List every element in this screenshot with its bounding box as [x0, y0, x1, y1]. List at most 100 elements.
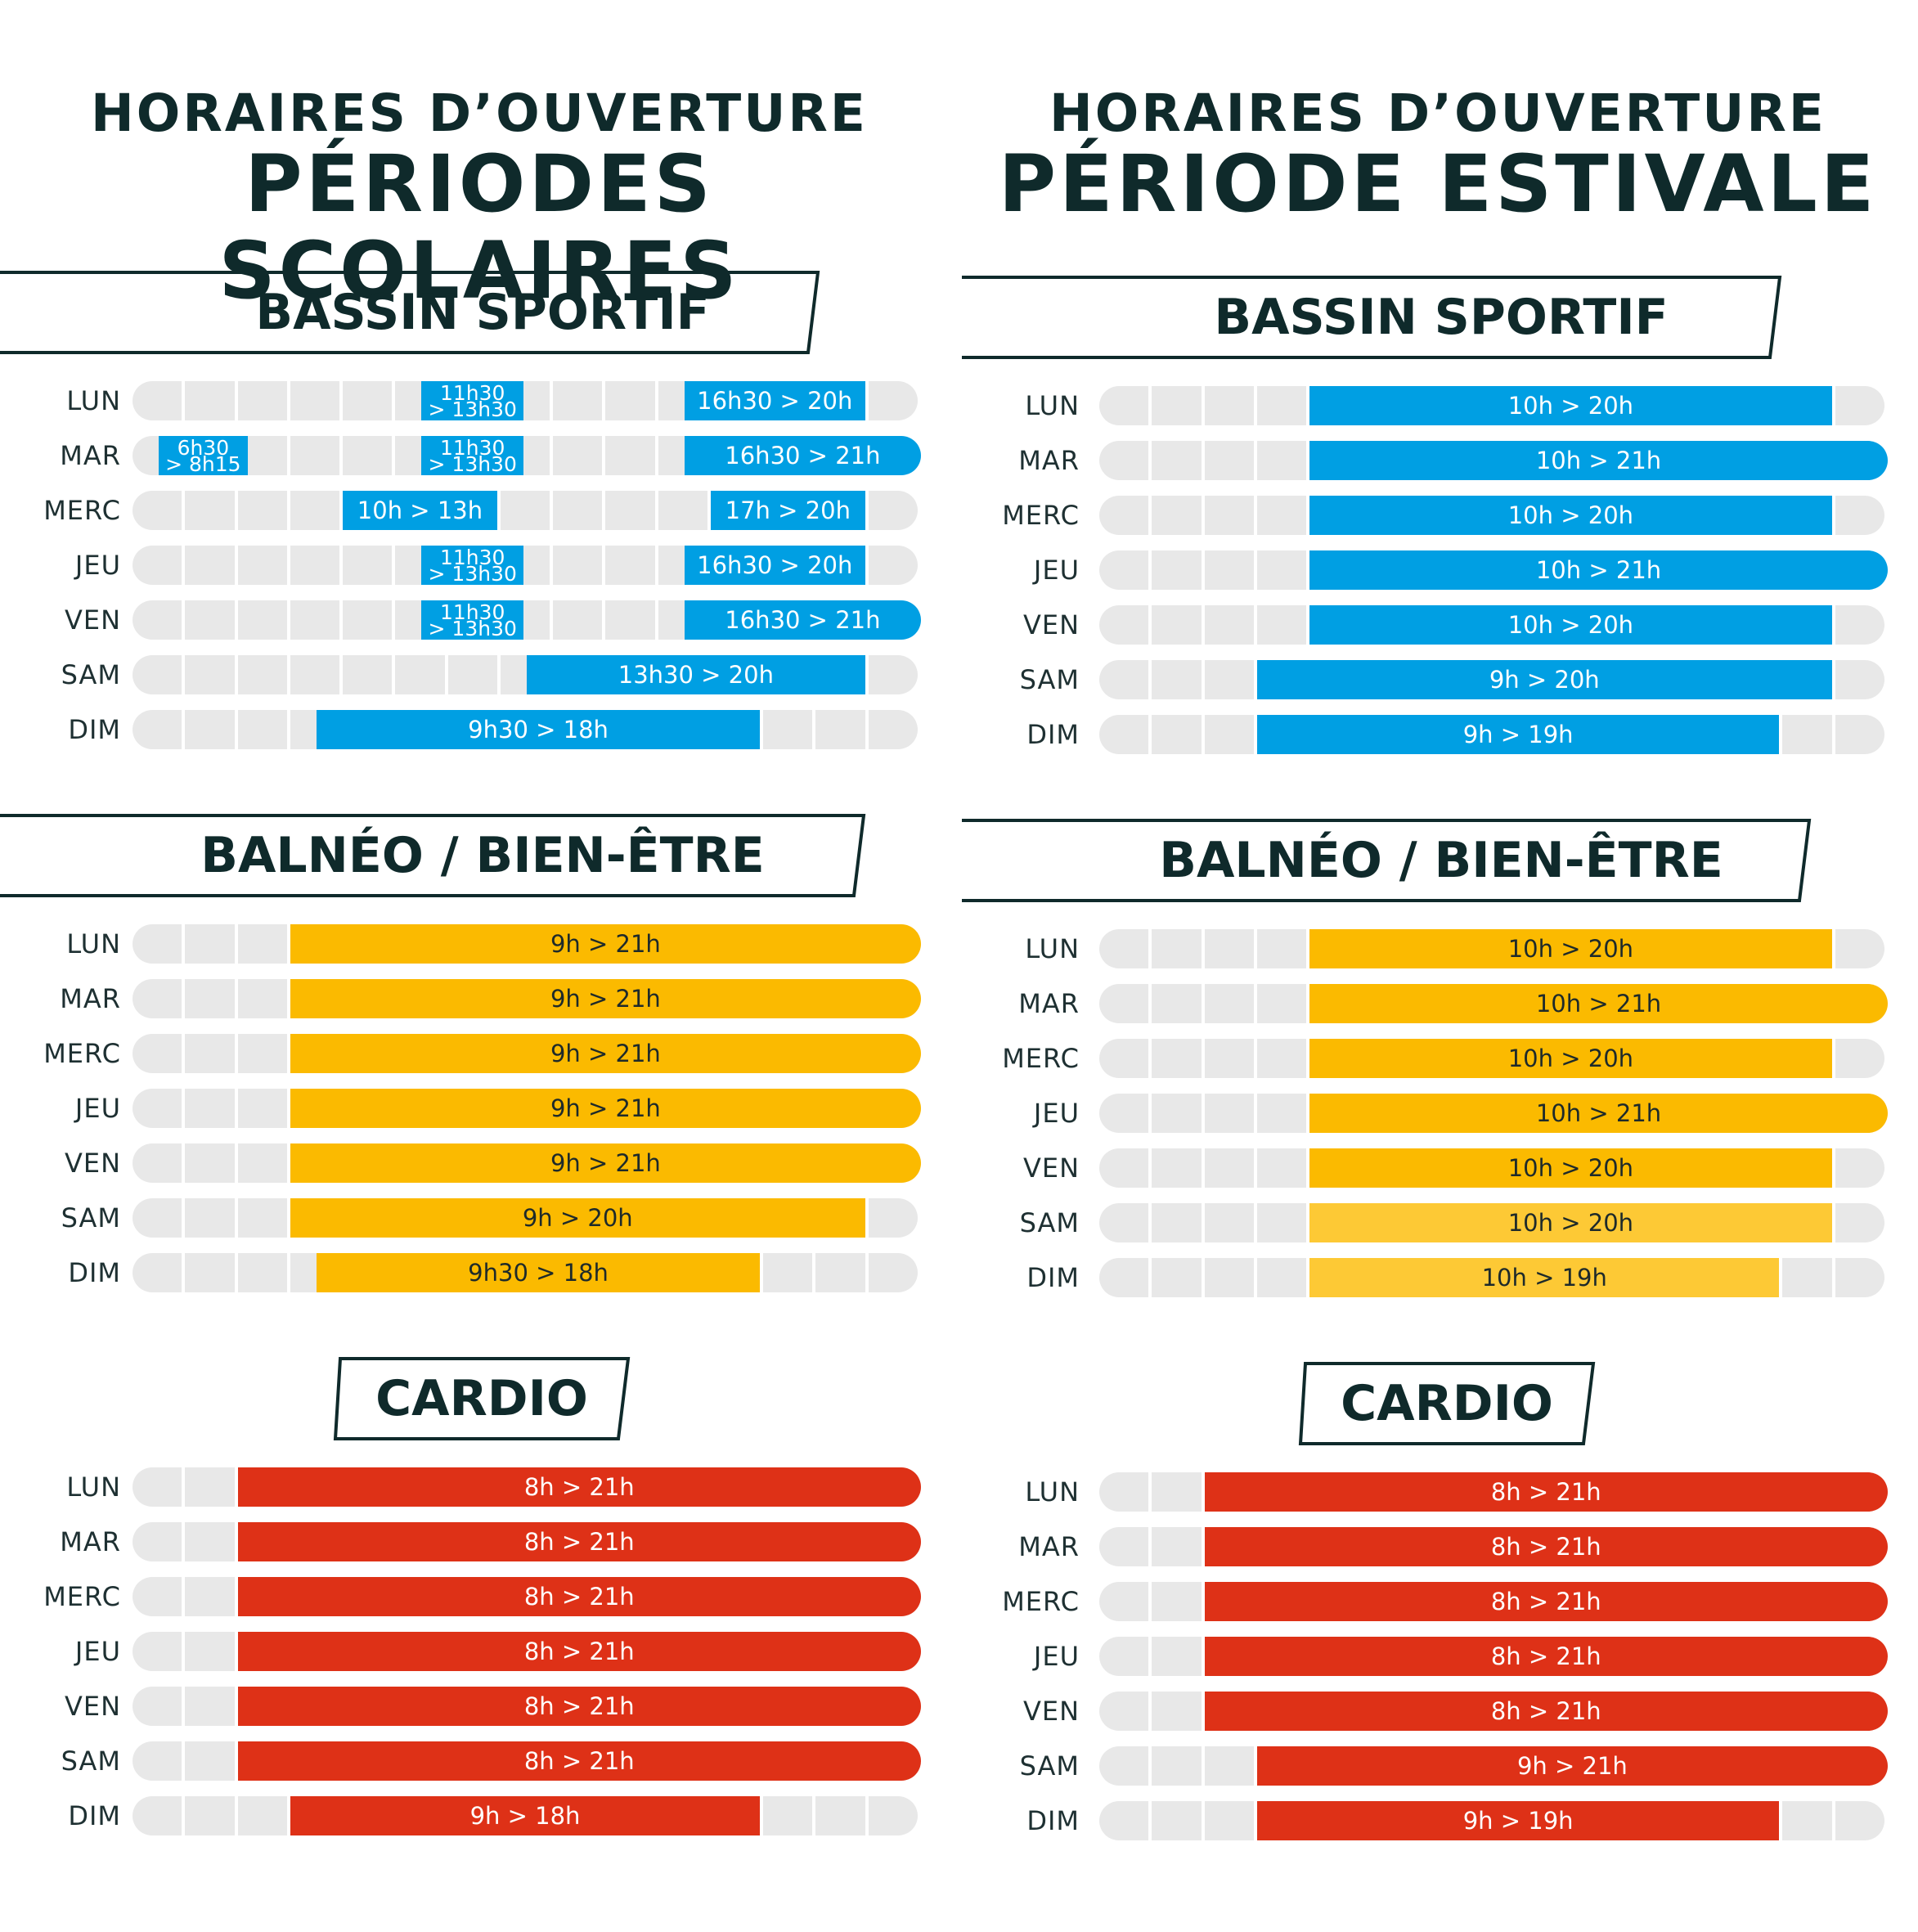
schedule-row: SAM 9h > 20h	[0, 1198, 959, 1238]
schedule-track: 9h > 20h	[1099, 660, 1888, 699]
slot-label: 9h > 21h	[550, 1148, 661, 1177]
day-label: MAR	[60, 1526, 121, 1557]
day-label: MERC	[1002, 1043, 1080, 1074]
slot-label: 9h > 20h	[1489, 665, 1600, 694]
banner-outline	[962, 819, 1812, 902]
hour-slot	[1204, 496, 1254, 535]
hour-slot	[1204, 386, 1254, 425]
day-label: LUN	[1025, 1476, 1080, 1507]
hour-slot	[553, 381, 603, 420]
hour-slot	[237, 710, 287, 749]
banner-frame	[1298, 1362, 1596, 1445]
hour-slot	[185, 1741, 235, 1781]
hour-slot	[1204, 550, 1254, 590]
hour-slot	[133, 1632, 182, 1671]
opening-slot-cardio: 8h > 21h	[237, 1741, 921, 1781]
schedule-track: 8h > 21h	[1099, 1637, 1888, 1676]
schedule-row: MERC 10h > 20h	[959, 1039, 1917, 1078]
hour-slot	[185, 381, 235, 420]
hour-slot	[1152, 1746, 1202, 1786]
opening-slot-pool: 16h30 > 20h	[684, 546, 865, 585]
day-label: DIM	[1026, 1805, 1080, 1836]
slot-label: 10h > 20h	[1507, 610, 1634, 639]
schedule-row: MAR 9h > 21h	[0, 979, 959, 1018]
hour-slot	[133, 600, 182, 640]
hour-slot	[343, 436, 393, 475]
day-label: SAM	[61, 1202, 121, 1233]
slot-label: 8h > 21h	[523, 1472, 635, 1501]
day-label: DIM	[1026, 719, 1080, 750]
hour-slot	[1835, 386, 1884, 425]
schedule-row: SAM 9h > 21h	[959, 1746, 1917, 1786]
hour-slot	[133, 1253, 182, 1292]
section-title: CARDIO	[375, 1370, 588, 1427]
hour-slot	[553, 546, 603, 585]
hour-slot	[395, 655, 445, 694]
hour-slot	[763, 1253, 813, 1292]
schedule-row: MAR 8h > 21h	[0, 1522, 959, 1561]
hour-slot	[237, 1034, 287, 1073]
hour-slot	[1099, 660, 1149, 699]
column-title: PÉRIODE ESTIVALE	[998, 138, 1878, 230]
section-banner-balneo: BALNÉO / BIEN-ÊTRE	[0, 813, 959, 898]
day-label: MERC	[1002, 1586, 1080, 1617]
section-banner-balneo: BALNÉO / BIEN-ÊTRE	[959, 818, 1917, 903]
schedule-track: 10h > 13h 17h > 20h	[133, 491, 921, 530]
schedule-track: 8h > 21h	[133, 1467, 921, 1507]
day-label: LUN	[66, 1471, 121, 1503]
schedule-row: VEN 10h > 20h	[959, 1148, 1917, 1188]
slot-label: 8h > 21h	[1490, 1696, 1601, 1725]
hour-slot	[1099, 1527, 1149, 1566]
banner-frame	[333, 1357, 631, 1440]
hour-slot	[1835, 715, 1884, 754]
hour-slot	[1152, 660, 1202, 699]
hour-slot	[1099, 1258, 1149, 1297]
slot-label-line: > 13h30	[428, 562, 517, 586]
schedule-track: 9h > 19h	[1099, 1801, 1888, 1840]
hour-slot	[763, 1796, 813, 1835]
opening-slot-pool: 11h30 > 13h30	[421, 436, 523, 475]
opening-slot-pool: 16h30 > 21h	[684, 436, 921, 475]
opening-slot-pool: 11h30 > 13h30	[421, 546, 523, 585]
day-label: JEU	[1033, 1098, 1080, 1129]
slot-label: 10h > 21h	[1535, 989, 1662, 1018]
hour-slot	[1204, 1258, 1254, 1297]
schedule-row: JEU 8h > 21h	[0, 1632, 959, 1671]
hour-slot	[1782, 715, 1832, 754]
hour-slot	[185, 1034, 235, 1073]
opening-slot-balneo: 10h > 20h	[1309, 1039, 1832, 1078]
banner-outline	[0, 814, 866, 897]
slot-label: 9h30 > 18h	[468, 1258, 609, 1287]
opening-slot-balneo: 10h > 21h	[1309, 984, 1888, 1023]
day-label: DIM	[68, 714, 121, 745]
banner-frame	[0, 814, 866, 897]
opening-slot-balneo: 10h > 20h	[1309, 1148, 1832, 1188]
schedule-row: MAR 10h > 21h	[959, 984, 1917, 1023]
opening-slot-cardio: 8h > 21h	[237, 1577, 921, 1616]
hour-slot	[343, 655, 393, 694]
day-label: MAR	[1018, 445, 1080, 476]
hour-slot	[1256, 605, 1307, 645]
hour-slot	[133, 924, 182, 964]
schedule-row: MERC 10h > 13h 17h > 20h	[0, 491, 959, 530]
opening-slot-pool: 11h30 > 13h30	[421, 600, 523, 640]
hour-slot	[815, 1253, 865, 1292]
slot-label: 10h > 20h	[1507, 1208, 1634, 1237]
day-label: VEN	[1022, 1696, 1080, 1727]
opening-slot-pool: 16h30 > 21h	[684, 600, 921, 640]
hour-slot	[185, 1632, 235, 1671]
schedule-track: 8h > 21h	[133, 1577, 921, 1616]
slot-label-line: 11h30	[439, 600, 505, 624]
schedule-track: 9h > 21h	[133, 979, 921, 1018]
hour-slot	[133, 1522, 182, 1561]
hour-slot	[1256, 1258, 1307, 1297]
hour-slot	[1152, 1258, 1202, 1297]
schedule-row: DIM 9h > 19h	[959, 1801, 1917, 1840]
hour-slot	[1256, 441, 1307, 480]
banner-outline	[0, 271, 820, 354]
hour-slot	[1099, 1148, 1149, 1188]
hour-slot	[237, 491, 287, 530]
opening-slot-pool: 17h > 20h	[710, 491, 865, 530]
hour-slot	[1152, 1801, 1202, 1840]
slot-label: 8h > 21h	[1490, 1587, 1601, 1615]
